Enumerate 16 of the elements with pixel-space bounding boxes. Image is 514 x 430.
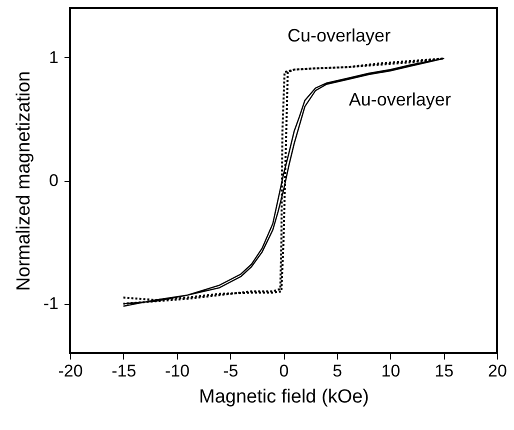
x-tick-label: 0 <box>279 362 289 380</box>
x-tick-label: -15 <box>112 362 136 380</box>
y-tick-label: -1 <box>43 294 58 314</box>
x-axis-title: Magnetic field (kOe) <box>198 386 370 408</box>
y-axis-title: Normalized magnetization <box>13 71 34 291</box>
x-tick-label: -5 <box>223 362 238 380</box>
x-tick-label: -10 <box>164 362 190 380</box>
x-tick-label: 20 <box>488 362 507 380</box>
x-tick-label: 15 <box>434 362 454 380</box>
x-tick-label: 5 <box>332 362 342 380</box>
y-tick-label: 1 <box>49 48 58 67</box>
y-tick-label: 0 <box>49 171 58 190</box>
series-label: Au-overlayer <box>348 90 451 110</box>
x-tick-label: -20 <box>58 362 83 380</box>
series-label: Cu-overlayer <box>288 25 391 46</box>
x-tick-label: 10 <box>381 362 400 380</box>
